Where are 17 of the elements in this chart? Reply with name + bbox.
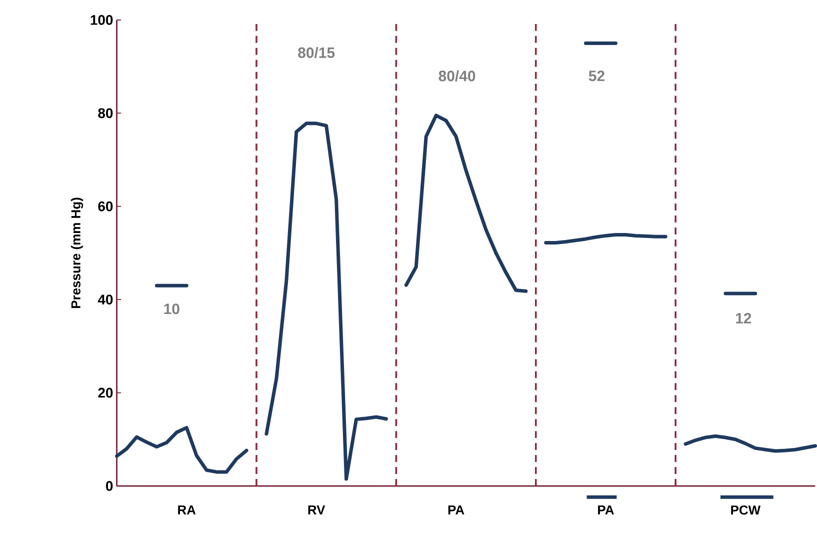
annotation: 52 [588, 70, 604, 82]
y-tick-label: 80 [98, 108, 113, 118]
x-tick-label: PCW [731, 506, 761, 515]
annotation: 80/40 [438, 70, 476, 82]
y-tick-label: 100 [90, 15, 113, 25]
y-tick-label: 0 [106, 481, 113, 491]
x-tick-label: RA [178, 506, 196, 514]
x-tick-label: PA [598, 506, 614, 514]
annotation: 10 [164, 304, 180, 314]
y-tick-label: 60 [98, 201, 113, 212]
annotation: 80/15 [298, 47, 335, 58]
y-axis-title: Pressure (mm Hg) [70, 198, 84, 308]
y-tick-label: 40 [98, 294, 113, 305]
x-tick-label: PA [448, 506, 464, 514]
annotation: 12 [736, 313, 752, 324]
x-tick-label: RV [308, 506, 326, 514]
y-tick-label: 20 [98, 388, 113, 398]
